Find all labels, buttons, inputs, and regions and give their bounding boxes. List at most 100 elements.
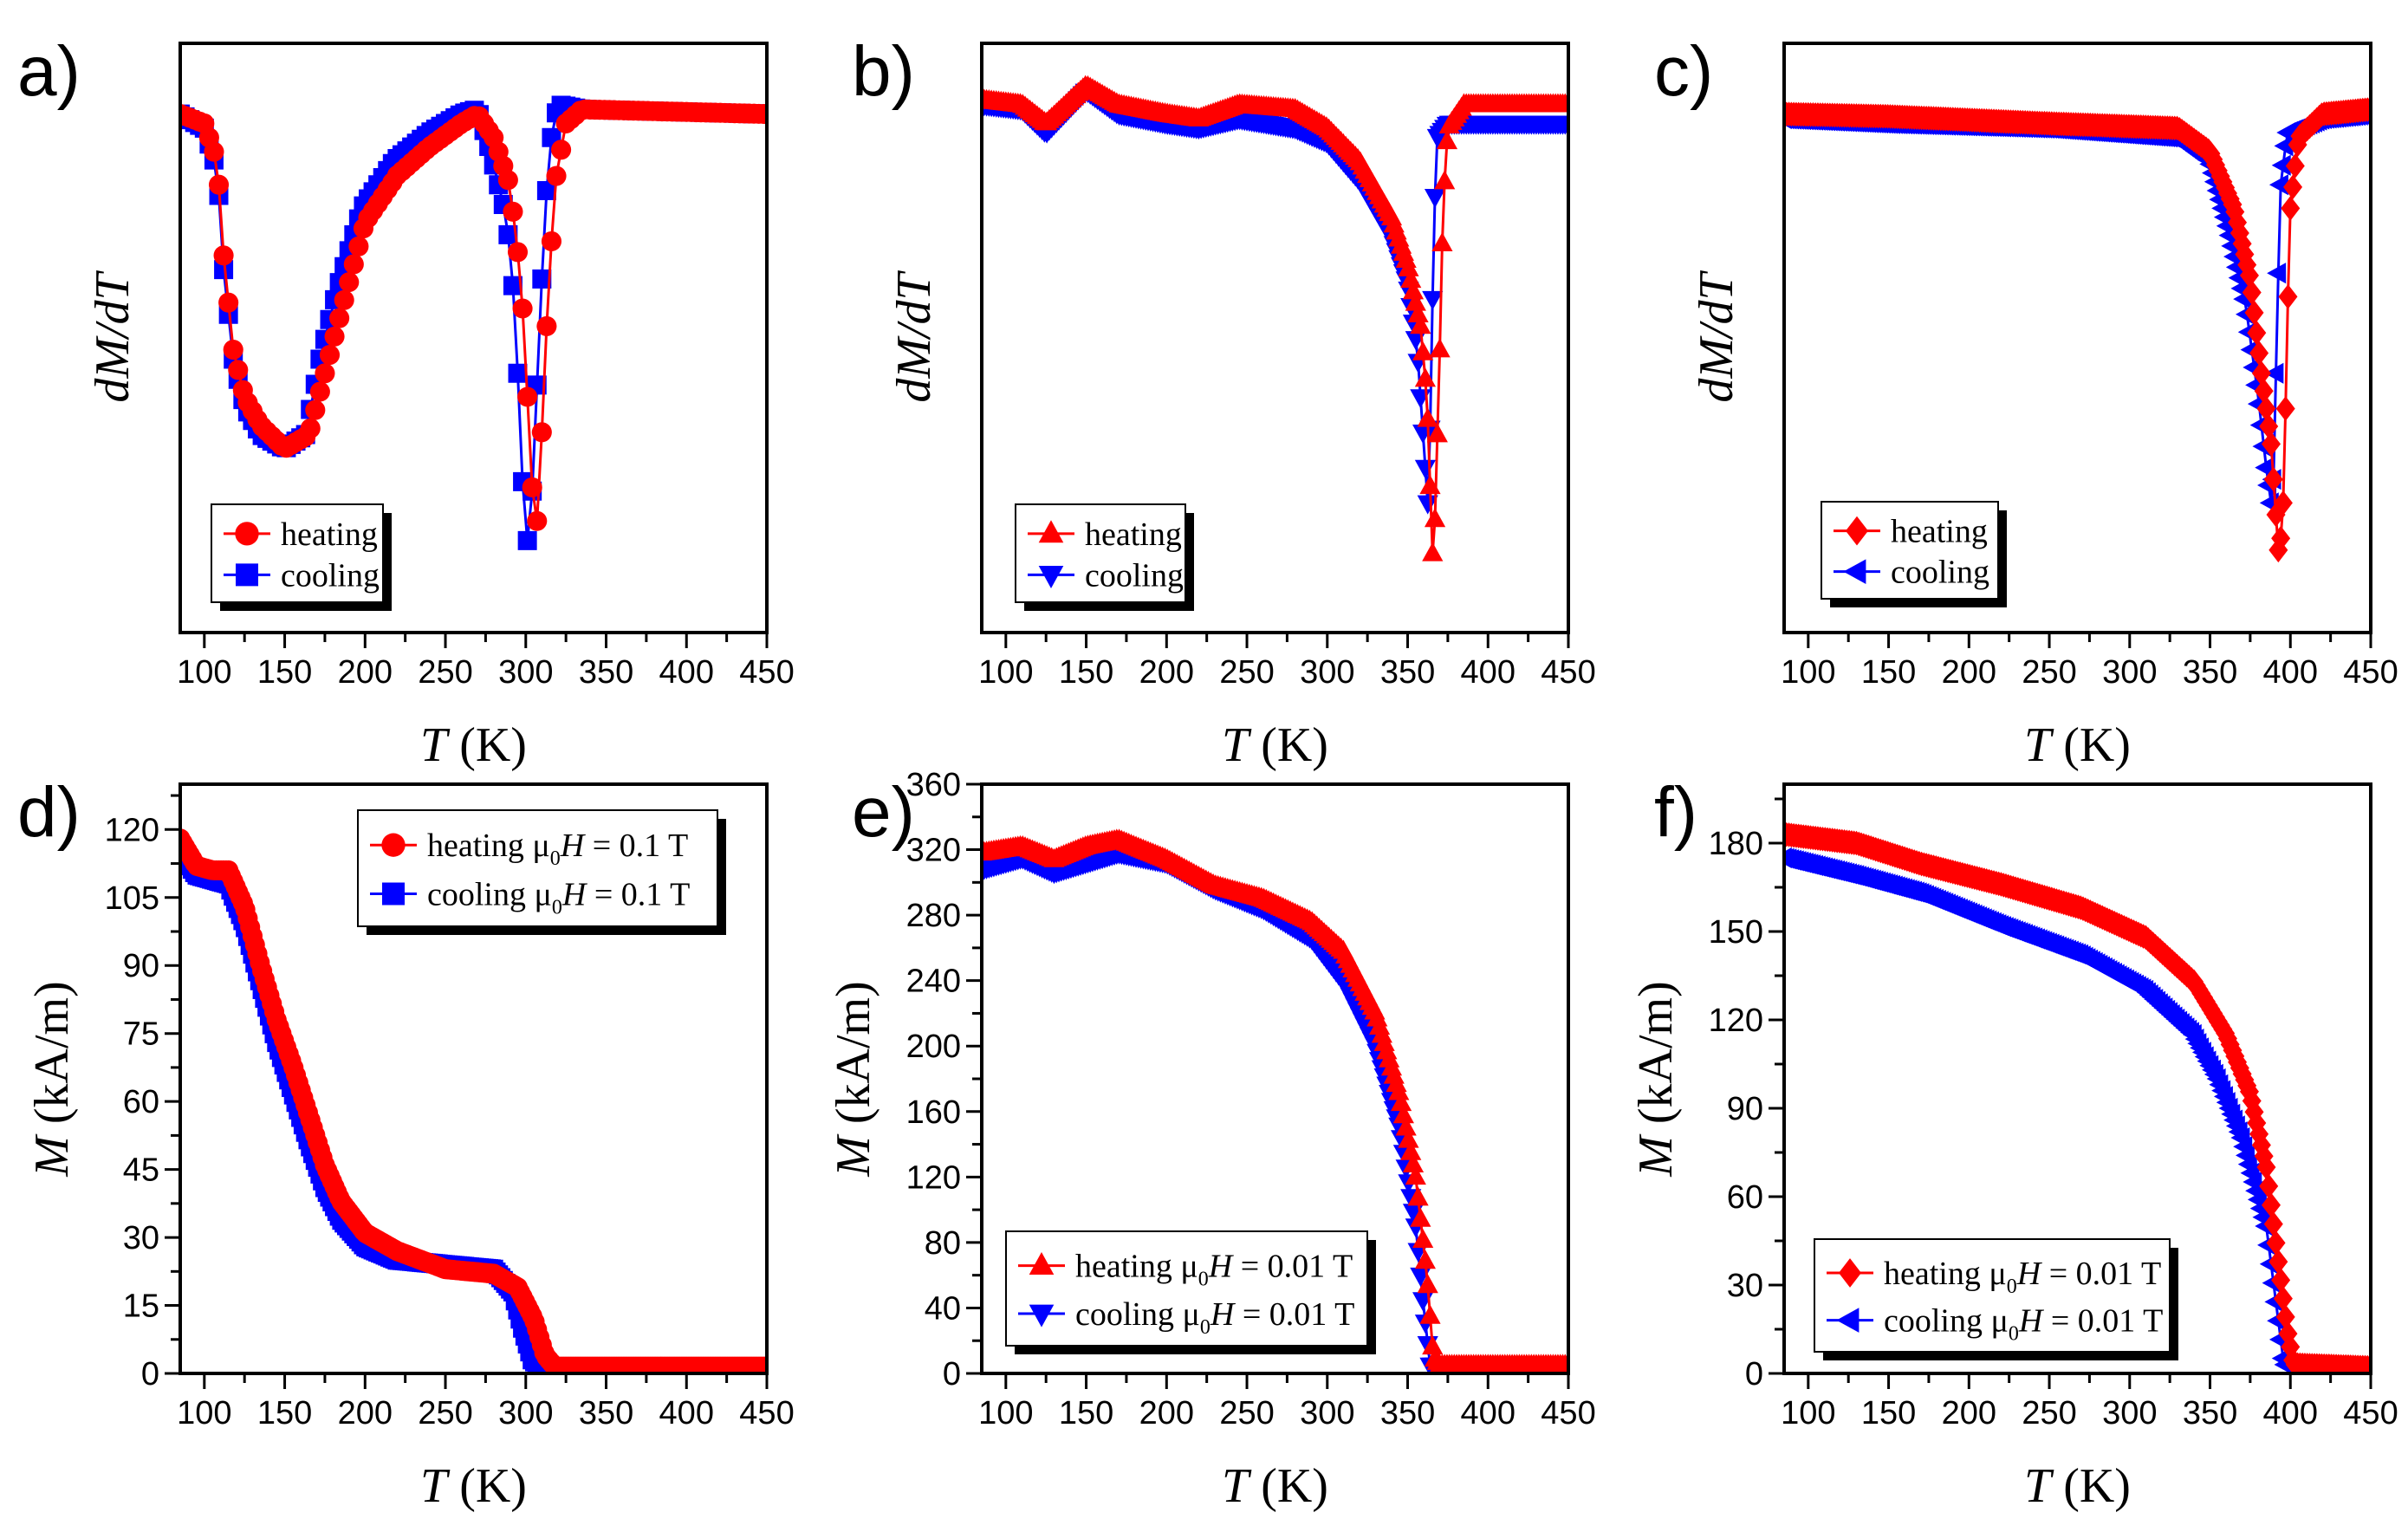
legend-h: H	[2016, 1256, 2043, 1292]
x-axis-label-symbol: T	[2024, 1459, 2054, 1513]
legend-eq: =	[1232, 1249, 1267, 1285]
data-point	[2263, 1211, 2283, 1237]
y-tick-label: 90	[123, 948, 159, 984]
plot-frame	[1782, 42, 2372, 634]
series-line-heating	[180, 107, 764, 522]
legend-item-cooling: cooling μ0H = 0.01 T	[1018, 1296, 1354, 1339]
data-point	[503, 276, 522, 295]
x-tick-label: 200	[338, 654, 393, 691]
y-tick-label: 120	[1709, 1003, 1763, 1039]
panel-label: e)	[852, 773, 915, 852]
legend-mu: μ	[1981, 1256, 2007, 1292]
data-point	[2239, 263, 2259, 289]
chart-panel-f: 100 150 200 250 300 350 400 450 0 30 60 90 120 150 180…	[1629, 773, 2398, 1513]
data-point	[1414, 367, 1437, 387]
legend-marker-triangle-down	[1038, 565, 1064, 588]
data-point	[343, 254, 364, 275]
data-point	[2268, 174, 2288, 196]
y-axis-label: dM/dT	[1690, 269, 1743, 402]
data-point	[339, 272, 360, 293]
legend-label: cooling	[1891, 555, 1989, 591]
legend-eq: =	[2042, 1303, 2077, 1340]
data-point	[2281, 196, 2301, 221]
x-tick-label: 200	[1139, 1395, 1194, 1431]
x-tick-label: 200	[1942, 1395, 1996, 1431]
x-tick-label: 300	[498, 654, 553, 691]
x-axis-label: T (K)	[2024, 718, 2131, 772]
x-tick-label: 250	[1219, 654, 1274, 691]
data-point	[1400, 269, 1422, 289]
y-tick-label: 30	[123, 1220, 159, 1256]
y-axis-label-symbol: M	[25, 1133, 79, 1178]
x-tick-label: 250	[418, 1395, 472, 1431]
y-tick-label: 320	[906, 833, 961, 869]
legend-mu: μ	[1174, 1296, 1200, 1333]
data-point	[1410, 315, 1431, 334]
legend-label: heating μ0H = 0.01 T	[1075, 1249, 1353, 1291]
x-tick-label: 150	[1059, 654, 1113, 691]
y-axis-label-symbol: M	[1629, 1133, 1683, 1178]
data-point	[2285, 153, 2305, 179]
data-point	[508, 363, 528, 383]
legend-marker-diamond	[1839, 1258, 1861, 1288]
data-point	[1414, 1250, 1437, 1269]
data-point	[1402, 1152, 1425, 1172]
x-tick-label: 250	[2022, 654, 2076, 691]
data-point	[2264, 362, 2284, 384]
data-point	[1405, 291, 1426, 311]
data-point	[503, 201, 523, 222]
legend-eq: =	[586, 876, 620, 912]
data-point	[1388, 1081, 1410, 1100]
data-point	[324, 326, 345, 347]
data-point	[527, 510, 548, 531]
data-point	[546, 166, 567, 186]
legend-field-value: 0.01 T	[1268, 1249, 1353, 1285]
data-point	[2237, 252, 2257, 277]
data-point	[2256, 396, 2276, 421]
data-point	[1424, 508, 1446, 528]
y-axis-label: M (kA/m)	[1629, 981, 1683, 1178]
data-point	[1434, 170, 1456, 190]
y-tick-label: 0	[943, 1356, 961, 1392]
legend-h: H	[561, 876, 588, 912]
x-tick-label: 300	[1300, 654, 1354, 691]
data-point	[2225, 199, 2245, 224]
y-tick-label: 60	[123, 1084, 159, 1120]
y-tick-label: 90	[1727, 1091, 1763, 1127]
legend-field-value: 0.01 T	[1269, 1296, 1355, 1333]
y-tick-label: 200	[906, 1029, 961, 1065]
data-point	[305, 399, 326, 420]
legend-label: cooling μ0H = 0.01 T	[1075, 1296, 1354, 1339]
data-point	[1436, 130, 1458, 150]
legend-item-cooling: cooling	[1028, 557, 1184, 594]
data-point	[1417, 495, 1438, 515]
data-point	[213, 245, 234, 266]
series-line-heating	[982, 85, 1568, 554]
plot-area	[982, 75, 1568, 562]
legend-sub: 0	[2009, 1323, 2019, 1346]
legend-series-name: heating	[1085, 516, 1182, 553]
legend-label: heating μ0H = 0.01 T	[1884, 1256, 2161, 1298]
series-cooling	[982, 83, 1568, 515]
series-heating	[1784, 96, 2371, 563]
x-tick-label: 300	[1300, 1395, 1354, 1431]
data-point	[329, 308, 350, 328]
y-tick-label: 150	[1709, 914, 1763, 951]
data-point	[2283, 174, 2303, 200]
legend-h: H	[1210, 1296, 1236, 1333]
legend-series-name: cooling	[281, 557, 380, 594]
legend-marker-diamond	[1846, 516, 1868, 546]
legend-box	[1821, 501, 1999, 600]
legend-eq: =	[2041, 1256, 2075, 1292]
legend-eq: =	[1234, 1296, 1269, 1333]
y-axis-label-unit: (kA/m)	[827, 981, 880, 1136]
data-point	[315, 363, 335, 384]
y-axis-label-symbol: dM/dT	[1690, 269, 1743, 402]
x-axis-label-symbol: T	[2024, 718, 2054, 772]
x-tick-label: 400	[659, 1395, 714, 1431]
y-tick-label: 75	[123, 1016, 159, 1053]
legend-marker-triangle-up	[1029, 1252, 1055, 1275]
